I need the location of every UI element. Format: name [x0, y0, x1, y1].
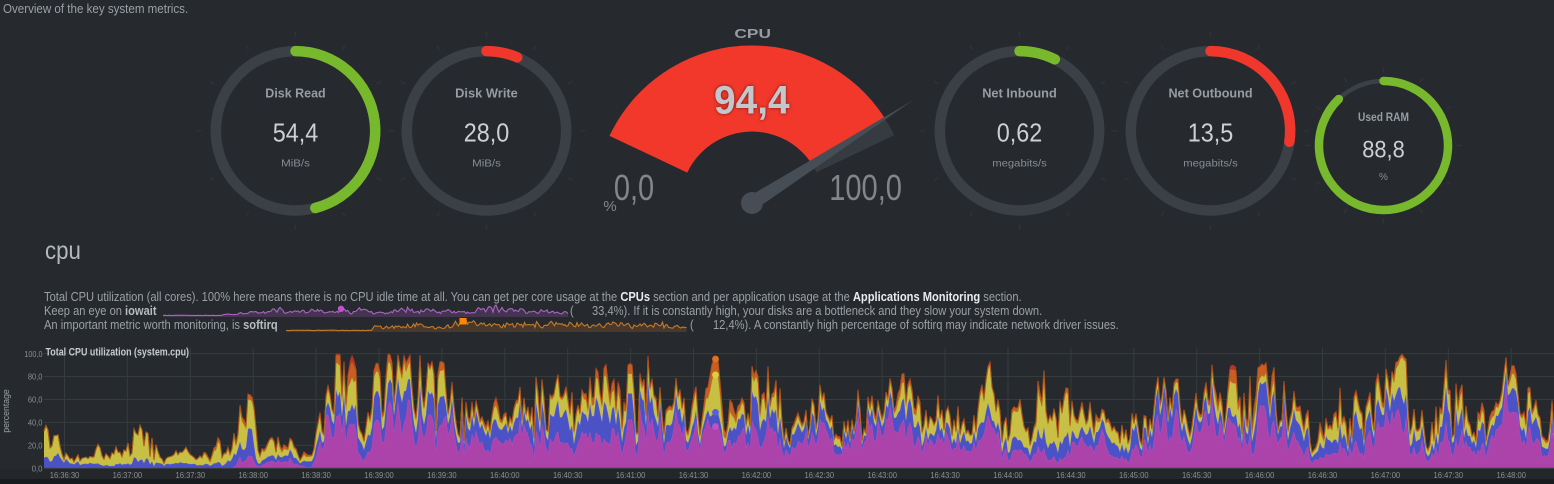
svg-text:94,4: 94,4 — [714, 79, 790, 123]
svg-text:16:39:00: 16:39:00 — [364, 470, 394, 480]
svg-text:16:37:00: 16:37:00 — [113, 470, 143, 480]
svg-text:megabits/s: megabits/s — [1183, 158, 1238, 170]
svg-text:13,5: 13,5 — [1188, 117, 1234, 147]
svg-text:0,62: 0,62 — [997, 117, 1043, 147]
svg-text:20,0: 20,0 — [28, 441, 43, 451]
svg-text:%: % — [603, 198, 616, 215]
svg-text:MiB/s: MiB/s — [281, 158, 310, 170]
svg-text:0,0: 0,0 — [614, 167, 654, 208]
svg-text:80,0: 80,0 — [28, 372, 43, 382]
svg-text:percentage: percentage — [1, 389, 12, 433]
svg-text:16:38:00: 16:38:00 — [238, 470, 268, 480]
svg-text:60,0: 60,0 — [28, 395, 43, 405]
svg-text:Net Outbound: Net Outbound — [1168, 86, 1252, 101]
svg-text:16:42:30: 16:42:30 — [805, 470, 835, 480]
svg-text:16:45:00: 16:45:00 — [1119, 470, 1149, 480]
svg-text:16:40:00: 16:40:00 — [490, 470, 520, 480]
svg-text:Total CPU utilization (system.: Total CPU utilization (system.cpu) — [46, 347, 190, 359]
svg-text:CPU: CPU — [734, 26, 771, 41]
svg-text:16:36:30: 16:36:30 — [50, 470, 80, 480]
svg-text:16:38:30: 16:38:30 — [301, 470, 331, 480]
svg-text:16:41:00: 16:41:00 — [616, 470, 646, 480]
svg-text:Net Inbound: Net Inbound — [982, 86, 1057, 101]
svg-text:Used RAM: Used RAM — [1358, 110, 1409, 124]
svg-text:16:46:30: 16:46:30 — [1308, 470, 1338, 480]
svg-text:16:45:30: 16:45:30 — [1182, 470, 1212, 480]
svg-text:88,8: 88,8 — [1362, 137, 1405, 164]
svg-text:100,0: 100,0 — [24, 349, 42, 359]
svg-text:16:47:00: 16:47:00 — [1371, 470, 1401, 480]
svg-text:16:40:30: 16:40:30 — [553, 470, 583, 480]
svg-text:16:48:00: 16:48:00 — [1496, 470, 1526, 480]
svg-text:16:46:00: 16:46:00 — [1245, 470, 1275, 480]
svg-text:16:41:30: 16:41:30 — [679, 470, 709, 480]
svg-text:40,0: 40,0 — [28, 418, 43, 428]
svg-text:16:44:00: 16:44:00 — [993, 470, 1023, 480]
svg-text:Disk Write: Disk Write — [455, 86, 518, 101]
svg-text:16:43:30: 16:43:30 — [930, 470, 960, 480]
svg-text:28,0: 28,0 — [464, 117, 510, 147]
svg-text:54,4: 54,4 — [273, 117, 319, 147]
svg-text:0,0: 0,0 — [32, 464, 43, 474]
svg-text:16:44:30: 16:44:30 — [1056, 470, 1086, 480]
svg-text:%: % — [1379, 172, 1388, 183]
svg-text:MiB/s: MiB/s — [472, 158, 501, 170]
svg-text:16:42:00: 16:42:00 — [742, 470, 772, 480]
svg-text:Disk Read: Disk Read — [265, 86, 325, 101]
svg-text:16:43:00: 16:43:00 — [867, 470, 897, 480]
svg-text:megabits/s: megabits/s — [992, 158, 1047, 170]
svg-text:16:39:30: 16:39:30 — [427, 470, 457, 480]
svg-text:16:47:30: 16:47:30 — [1434, 470, 1464, 480]
svg-text:16:37:30: 16:37:30 — [176, 470, 206, 480]
svg-text:100,0: 100,0 — [829, 167, 902, 208]
